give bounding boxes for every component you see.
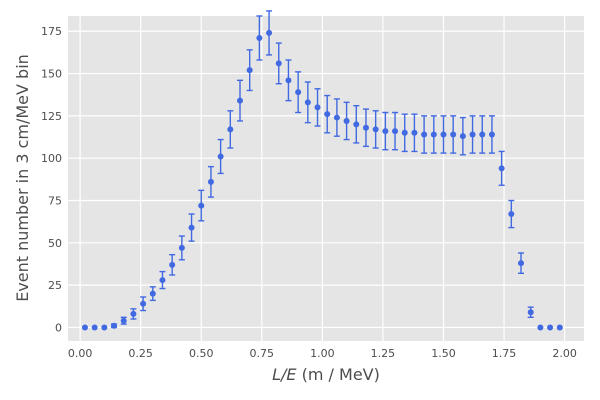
data-point [518, 260, 525, 267]
data-point [362, 124, 369, 131]
data-point [149, 290, 156, 297]
data-point [295, 89, 302, 96]
y-tick-label: 125 [41, 110, 62, 123]
data-points [81, 29, 563, 331]
data-point [101, 324, 108, 331]
data-point [547, 324, 554, 331]
data-point [314, 104, 321, 111]
x-tick-label: 1.25 [371, 347, 396, 360]
data-point [285, 77, 292, 84]
data-point [227, 126, 234, 133]
data-point [169, 261, 176, 268]
data-point [527, 309, 534, 316]
data-point [246, 67, 253, 74]
y-tick-label: 25 [48, 279, 62, 292]
data-point [469, 131, 476, 138]
data-point [372, 126, 379, 133]
y-tick-labels: 0 25 50 75 100 125 150 175 [41, 25, 62, 334]
data-point [508, 211, 515, 218]
data-point [120, 317, 127, 324]
x-tick-label: 1.00 [310, 347, 335, 360]
y-tick-label: 0 [55, 321, 62, 334]
data-point [237, 97, 243, 104]
data-point [479, 131, 486, 138]
x-tick-label: 1.75 [492, 347, 517, 360]
data-point [198, 202, 205, 209]
data-point [178, 244, 185, 251]
data-point [256, 35, 263, 42]
data-point [266, 29, 273, 36]
data-point [188, 224, 195, 231]
data-point [401, 129, 408, 136]
data-point [459, 133, 466, 140]
y-axis-label: Event number in 3 cm/MeV bin [13, 54, 32, 302]
data-point [140, 300, 147, 307]
x-axis-label: L/E (m / MeV) [272, 365, 380, 384]
data-point [450, 131, 457, 138]
data-point [81, 324, 88, 331]
y-tick-label: 150 [41, 68, 62, 81]
data-point [498, 165, 505, 172]
x-tick-label: 0.00 [68, 347, 93, 360]
y-tick-label: 100 [41, 152, 62, 165]
data-point [324, 111, 331, 118]
x-tick-label: 0.75 [250, 347, 275, 360]
grid-lines [68, 16, 584, 341]
x-tick-labels: 0.00 0.25 0.50 0.75 1.00 1.25 1.50 1.75 2.00 [68, 347, 577, 360]
data-point [440, 131, 447, 138]
data-point [130, 310, 137, 317]
x-tick-label: 0.25 [128, 347, 153, 360]
data-point [537, 324, 544, 331]
x-axis-label-italic: L/E [272, 365, 297, 384]
data-point [430, 131, 437, 138]
x-tick-label: 0.50 [189, 347, 214, 360]
data-point [411, 129, 418, 136]
y-tick-label: 75 [48, 195, 62, 208]
data-point [353, 121, 360, 128]
data-point [304, 99, 311, 106]
x-tick-label: 1.50 [431, 347, 456, 360]
data-point [392, 128, 399, 135]
data-point [111, 322, 118, 329]
data-point [488, 131, 495, 138]
y-tick-label: 50 [48, 237, 62, 250]
data-point [556, 324, 563, 331]
data-point [343, 117, 350, 124]
y-tick-label: 175 [41, 25, 62, 38]
x-axis-label-units: (m / MeV) [297, 365, 380, 384]
data-point [217, 153, 224, 160]
data-point [382, 128, 389, 135]
data-point [91, 324, 98, 331]
data-point [333, 114, 340, 121]
data-point [421, 131, 428, 138]
data-point [275, 60, 282, 67]
plot-background [68, 16, 584, 341]
data-point [159, 277, 166, 284]
data-point [207, 178, 214, 185]
x-tick-label: 2.00 [552, 347, 577, 360]
